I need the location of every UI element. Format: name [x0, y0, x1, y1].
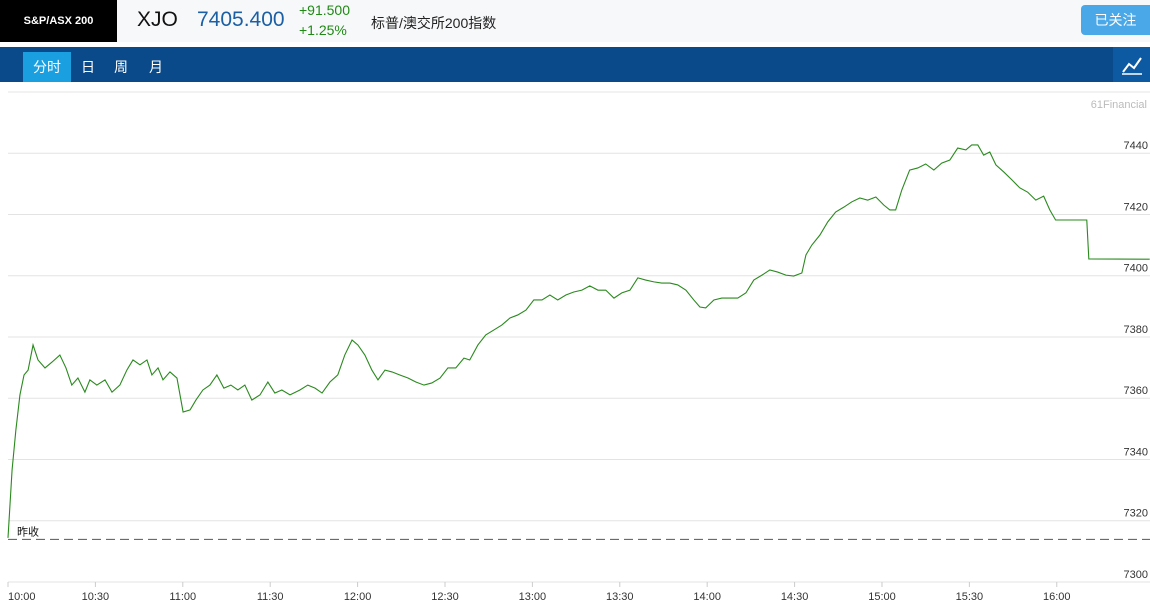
tab[interactable]: 分时 — [23, 52, 71, 82]
y-tick-label: 7360 — [1124, 385, 1148, 397]
tab[interactable]: 日 — [81, 59, 95, 75]
tab[interactable]: 月 — [149, 59, 163, 75]
x-tick-label: 16:00 — [1043, 591, 1071, 603]
x-tick-label: 11:30 — [257, 591, 284, 603]
tab[interactable]: 周 — [114, 59, 128, 75]
index-name: 标普/澳交所200指数 — [371, 15, 497, 31]
chart-icon — [1122, 57, 1142, 75]
y-tick-label: 7420 — [1124, 201, 1148, 213]
chart: 61Financial 7300 7320 7340 7360 7380 7400 7420… — [7, 91, 1150, 603]
watermark: 61Financial — [1091, 99, 1147, 111]
logo: S&P/ASX 200 — [0, 0, 117, 42]
x-tick-label: 14:00 — [693, 591, 721, 603]
x-tick-label: 13:30 — [606, 591, 634, 603]
x-tick-label: 14:30 — [781, 591, 809, 603]
y-tick-label: 7400 — [1124, 263, 1148, 275]
reference-label: 昨收 — [17, 524, 39, 538]
price: 7405.400 — [197, 8, 285, 31]
x-tick-label: 12:30 — [431, 591, 459, 603]
symbol: XJO — [137, 8, 178, 31]
y-tick-label: 7380 — [1124, 324, 1148, 336]
y-tick-label: 7440 — [1124, 140, 1148, 152]
x-tick-label: 12:00 — [344, 591, 372, 603]
x-tick-label: 13:00 — [519, 591, 547, 603]
x-tick-label: 10:30 — [82, 591, 110, 603]
change-percent: +1.25% — [299, 22, 347, 38]
chart-type-button[interactable] — [1113, 47, 1150, 82]
price-line — [7, 144, 1150, 538]
header: S&P/ASX 200 XJO 7405.400 +91.500 +1.25% … — [0, 0, 1150, 42]
x-tick-label: 11:00 — [169, 591, 196, 603]
tab-bar: 分时 日 周 月 — [0, 47, 1150, 82]
x-tick-label: 15:00 — [868, 591, 896, 603]
y-tick-label: 7320 — [1124, 508, 1148, 520]
x-tick-label: 10:00 — [8, 591, 36, 603]
y-tick-label: 7300 — [1124, 569, 1148, 581]
follow-button[interactable]: 已关注 — [1081, 5, 1150, 35]
y-tick-label: 7340 — [1124, 446, 1148, 458]
change: +91.500 — [299, 2, 350, 18]
x-tick-label: 15:30 — [956, 591, 984, 603]
